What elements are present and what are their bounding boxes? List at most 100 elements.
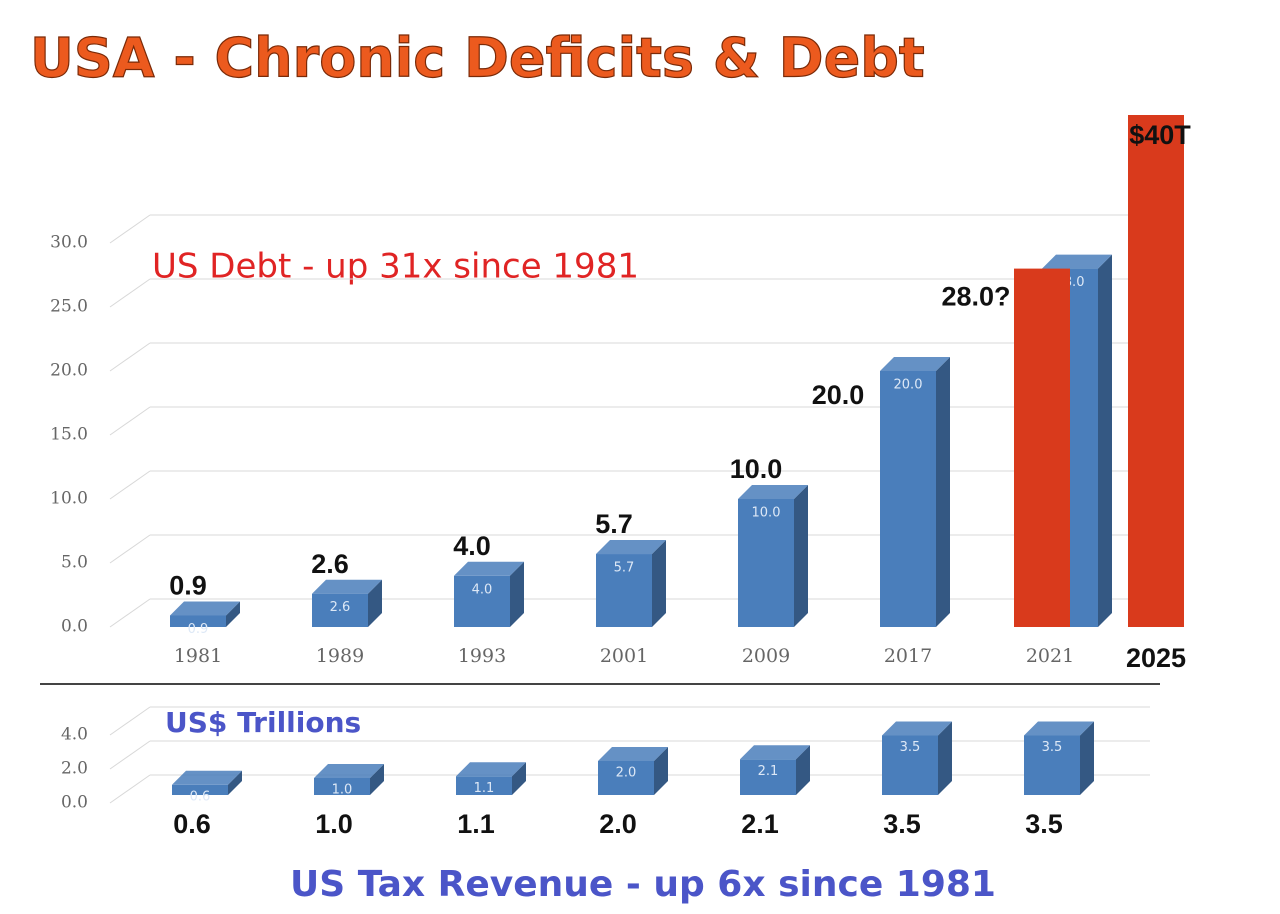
debt-bar-side [794,485,808,627]
grid-line [109,406,151,436]
y-tick-label: 20.0 [50,361,88,381]
debt-bar-side [510,561,524,627]
grid-line [109,342,151,372]
debt-bar-top [880,357,950,371]
tax-bar-side [1080,721,1094,795]
bar-inner-label: 2.1 [758,764,779,779]
tax-bar [314,778,370,795]
y-tick-label: 4.0 [61,725,88,745]
tax-bar [456,776,512,795]
y-tick-label: 2.0 [61,759,88,779]
tax-bar [740,759,796,795]
x-tick-label: 2021 [1026,645,1074,667]
value-label: 2.0 [599,809,637,839]
y-tick-label: 25.0 [50,297,88,317]
tax-bar [598,761,654,795]
bar-inner-label: 5.7 [614,561,635,576]
y-tick-label: 0.0 [61,793,88,813]
tax-bar-side [512,762,526,795]
debt-bar [170,615,226,627]
tax-bar-top [1024,721,1094,736]
debt-bar-side [226,601,240,627]
debt-bar-top [170,601,240,616]
x-tick-label: 1989 [316,645,364,667]
grid-line [109,598,151,628]
x-tick-label: 2001 [600,645,648,667]
x-tick-label: 1981 [174,645,222,667]
x-tick-label: 1993 [458,645,506,667]
y-tick-label: 30.0 [50,233,88,253]
debt-bar-side [936,357,950,627]
value-label: 28.0? [941,282,1010,312]
bar-inner-label: 10.0 [752,506,781,521]
debt-bar-top [738,485,808,499]
tax-bar-side [370,764,384,795]
y-tick-label: 5.0 [61,553,88,573]
debt-bar [880,371,936,627]
tax-caption: US Tax Revenue - up 6x since 1981 [290,864,996,905]
bar-inner-label: 2.6 [330,600,351,615]
grid-line [109,534,151,564]
value-label: 3.5 [883,809,921,839]
value-label: $40T [1129,120,1191,150]
value-label: 0.9 [169,571,207,601]
debt-annotation: US Debt - up 31x since 1981 [152,247,639,287]
tax-bar-side [938,721,952,795]
debt-bar-top [312,579,382,594]
value-label: 20.0 [812,380,865,410]
value-label: 1.1 [457,809,495,839]
bar-inner-label: 20.0 [894,378,923,393]
tax-bar-top [598,747,668,761]
value-label: 2.1 [741,809,779,839]
grid-line [109,214,151,244]
tax-bar [172,784,228,795]
bar-inner-label: 1.1 [474,781,495,796]
value-label: 0.6 [173,809,211,839]
debt-bar [738,499,794,627]
grid-line [109,706,151,736]
bar-inner-label: 2.0 [616,766,637,781]
debt-bar-side [1098,254,1112,627]
tax-bar-top [882,721,952,736]
chart-title: USA - Chronic Deficits & Debt [30,27,925,90]
y-tick-label: 0.0 [61,617,88,637]
tax-bar-top [314,764,384,778]
value-label: 10.0 [730,454,783,484]
y-tick-label: 15.0 [50,425,88,445]
bar-inner-label: 3.5 [900,740,921,755]
value-label: 5.7 [595,509,633,539]
grid-line [109,774,151,804]
x-tick-label: 2025 [1126,643,1186,673]
debt-bar [312,593,368,627]
tax-annotation: US$ Trillions [165,706,361,739]
bar-inner-label: 4.0 [472,582,493,597]
x-tick-label: 2017 [884,645,932,667]
debt-bar-side [368,579,382,627]
tax-bar-side [654,747,668,795]
tax-bar-side [796,745,810,795]
tax-bar-top [172,770,242,785]
grid-line [109,278,151,308]
tax-bar-side [228,770,242,795]
debt-bar [596,554,652,627]
value-label: 2.6 [311,549,349,579]
debt-bar-side [652,540,666,627]
tax-bar [882,735,938,795]
x-tick-label: 2009 [742,645,790,667]
debt-bar-top [596,540,666,555]
grid-line [109,740,151,770]
red-bar [1128,115,1184,627]
tax-bar-top [740,745,810,760]
debt-bar-top [454,561,524,576]
grid-line [109,470,151,500]
value-label: 3.5 [1025,809,1063,839]
bar-inner-label: 3.5 [1042,740,1063,755]
value-label: 1.0 [315,809,353,839]
debt-bar [454,575,510,627]
bar-inner-label: 0.6 [190,789,211,804]
red-bar [1014,268,1070,627]
debt-bar-top [1042,254,1112,269]
y-tick-label: 10.0 [50,489,88,509]
bar-inner-label: 0.9 [188,622,209,637]
